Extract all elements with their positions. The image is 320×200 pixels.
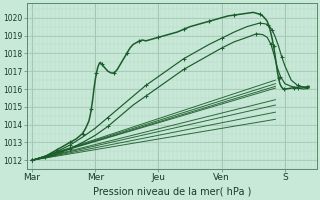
X-axis label: Pression niveau de la mer( hPa ): Pression niveau de la mer( hPa ) [92, 187, 251, 197]
